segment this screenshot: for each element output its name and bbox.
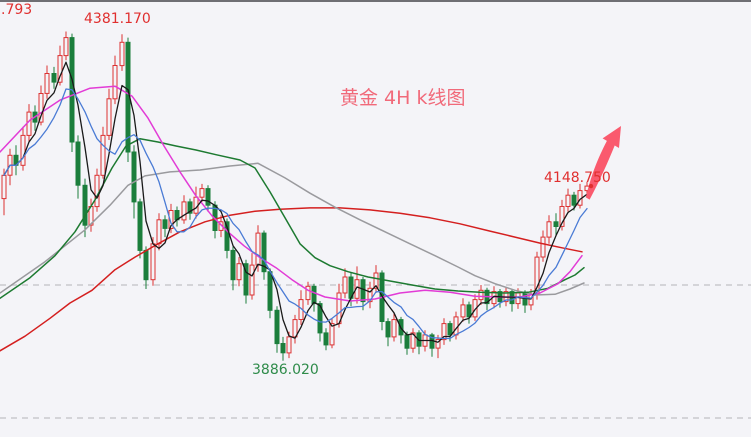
- moving-averages-layer: [0, 61, 588, 352]
- top-border-line: [0, 0, 751, 2]
- bottom-low-price-label: 3886.020: [252, 362, 319, 378]
- partial-high-price-label: .793: [1, 2, 33, 18]
- current-price-label: 4148.750: [544, 170, 611, 186]
- up-trend-arrow: [585, 126, 621, 200]
- candles-layer: [1, 31, 590, 361]
- gridlines-layer: [0, 284, 751, 419]
- peak-high-price-label: 4381.170: [84, 11, 151, 27]
- last-price-marker: [588, 183, 594, 189]
- chart-title: 黄金 4H k线图: [340, 87, 466, 109]
